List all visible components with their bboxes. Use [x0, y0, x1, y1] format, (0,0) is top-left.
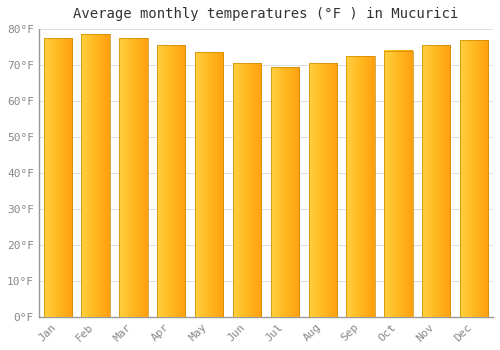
Bar — [157, 45, 186, 317]
Bar — [346, 56, 375, 317]
Bar — [270, 67, 299, 317]
Bar — [384, 51, 412, 317]
Bar — [119, 38, 148, 317]
Bar — [44, 38, 72, 317]
Bar — [195, 52, 224, 317]
Title: Average monthly temperatures (°F ) in Mucurici: Average monthly temperatures (°F ) in Mu… — [74, 7, 458, 21]
Bar — [422, 45, 450, 317]
Bar — [82, 34, 110, 317]
Bar — [233, 63, 261, 317]
Bar — [308, 63, 337, 317]
Bar — [460, 40, 488, 317]
